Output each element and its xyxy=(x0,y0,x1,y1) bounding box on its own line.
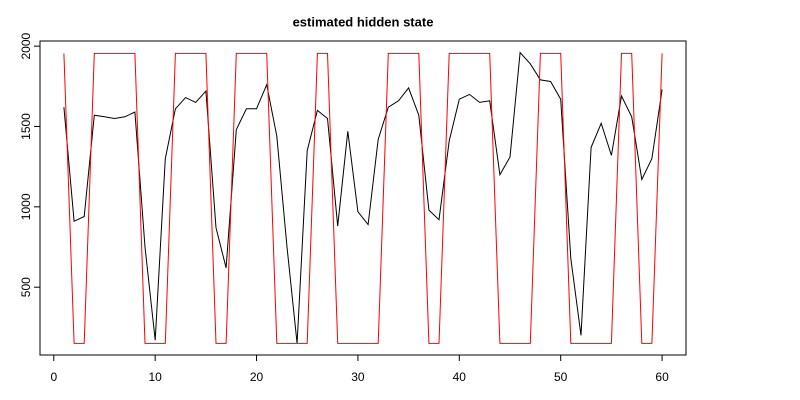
y-tick-label: 1000 xyxy=(19,193,33,220)
chart-title: estimated hidden state xyxy=(293,14,434,29)
x-tick-label: 10 xyxy=(148,370,162,384)
x-tick-label: 40 xyxy=(453,370,467,384)
series-line xyxy=(63,52,663,344)
plot-box xyxy=(39,40,687,356)
x-tick-label: 50 xyxy=(554,370,568,384)
y-tick-label: 500 xyxy=(19,277,33,297)
x-tick-label: 30 xyxy=(351,370,365,384)
y-tick-label: 2000 xyxy=(19,32,33,59)
x-tick-label: 60 xyxy=(655,370,669,384)
y-tick-label: 1500 xyxy=(19,113,33,140)
x-tick-label: 0 xyxy=(50,370,57,384)
series-line xyxy=(63,51,663,344)
x-tick-label: 20 xyxy=(250,370,264,384)
